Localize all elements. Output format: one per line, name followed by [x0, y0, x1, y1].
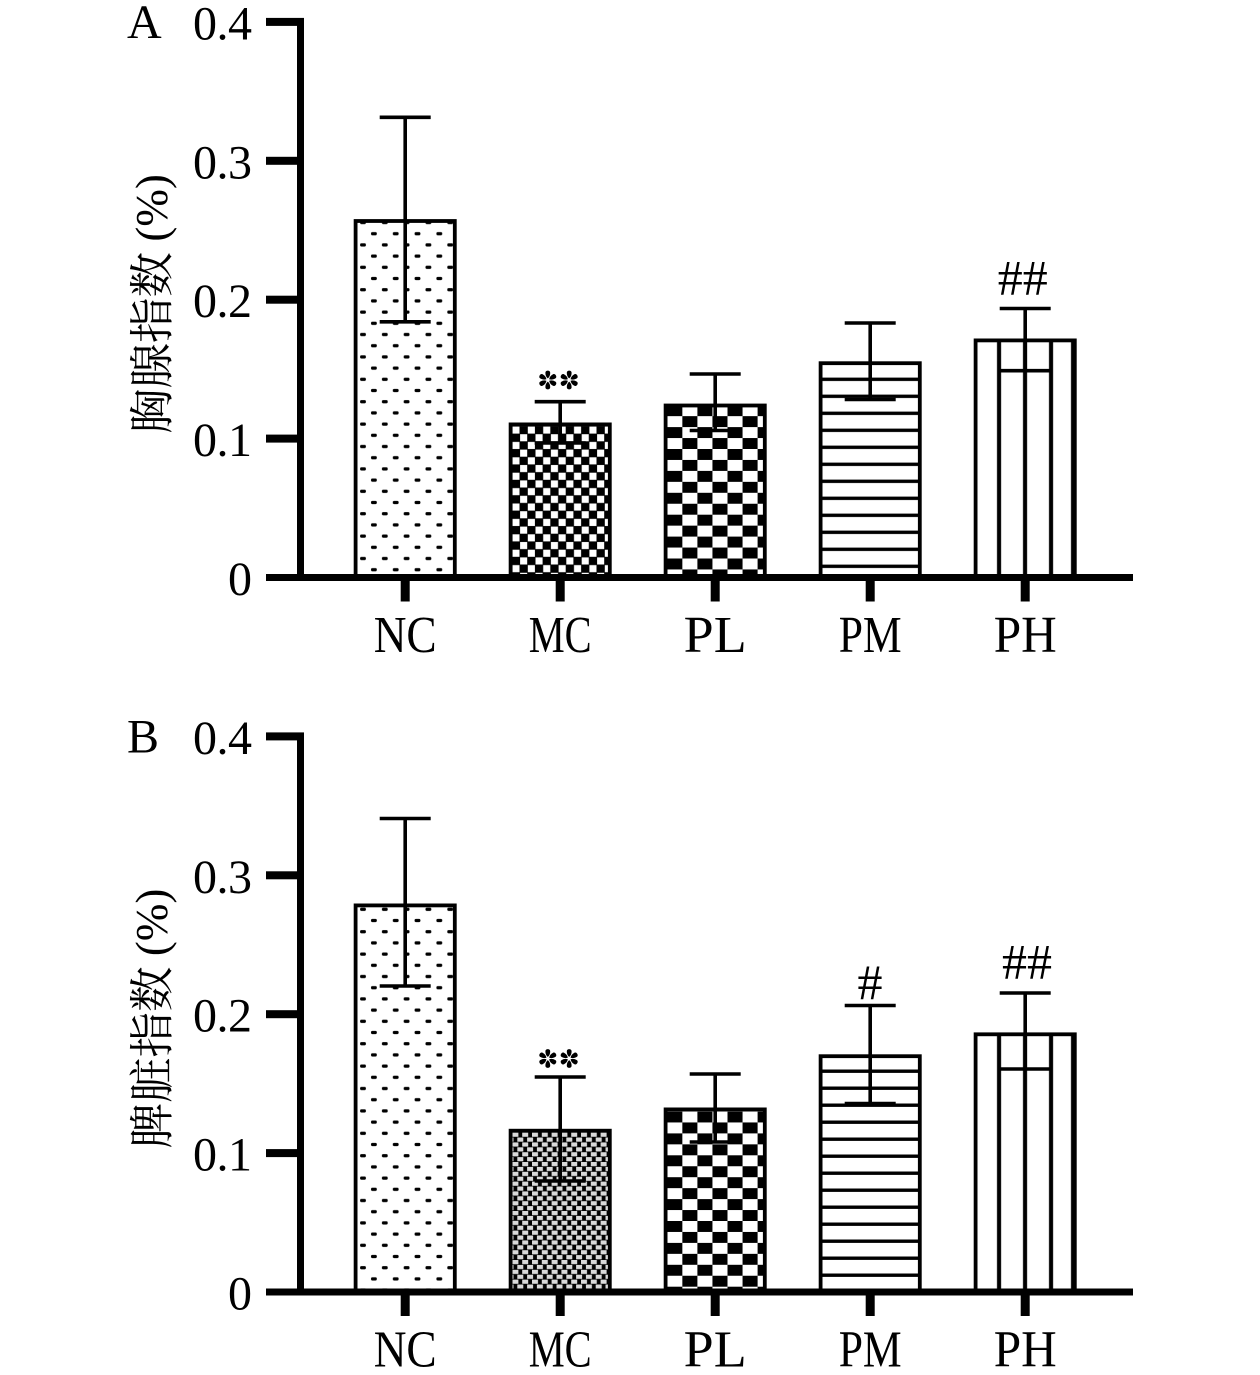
svg-text:NC: NC — [374, 607, 437, 664]
svg-text:(%): (%) — [127, 174, 177, 241]
svg-text:0: 0 — [228, 553, 252, 606]
svg-text:A: A — [127, 0, 162, 49]
svg-text:0.1: 0.1 — [193, 414, 252, 467]
svg-text:PH: PH — [994, 1322, 1057, 1375]
svg-text:B: B — [127, 711, 159, 764]
svg-text:0.2: 0.2 — [193, 990, 252, 1043]
svg-text:0: 0 — [228, 1268, 252, 1321]
svg-text:PL: PL — [684, 607, 747, 664]
svg-text:##: ## — [1002, 933, 1052, 989]
svg-text:PM: PM — [839, 1322, 902, 1375]
svg-text:MC: MC — [529, 1322, 592, 1375]
svg-text:0.2: 0.2 — [193, 275, 252, 328]
svg-text:##: ## — [998, 250, 1048, 306]
svg-text:0.4: 0.4 — [193, 712, 252, 765]
svg-text:NC: NC — [374, 1322, 437, 1375]
svg-text:0.3: 0.3 — [193, 851, 252, 904]
svg-text:PH: PH — [994, 607, 1057, 664]
svg-text:PM: PM — [839, 607, 902, 664]
svg-text:PL: PL — [684, 1322, 747, 1375]
svg-text:0.3: 0.3 — [193, 136, 252, 189]
svg-text:0.4: 0.4 — [193, 0, 252, 50]
svg-text:#: # — [858, 954, 883, 1010]
svg-text:(%): (%) — [127, 889, 177, 956]
svg-text:0.1: 0.1 — [193, 1129, 252, 1182]
svg-text:MC: MC — [529, 607, 592, 664]
